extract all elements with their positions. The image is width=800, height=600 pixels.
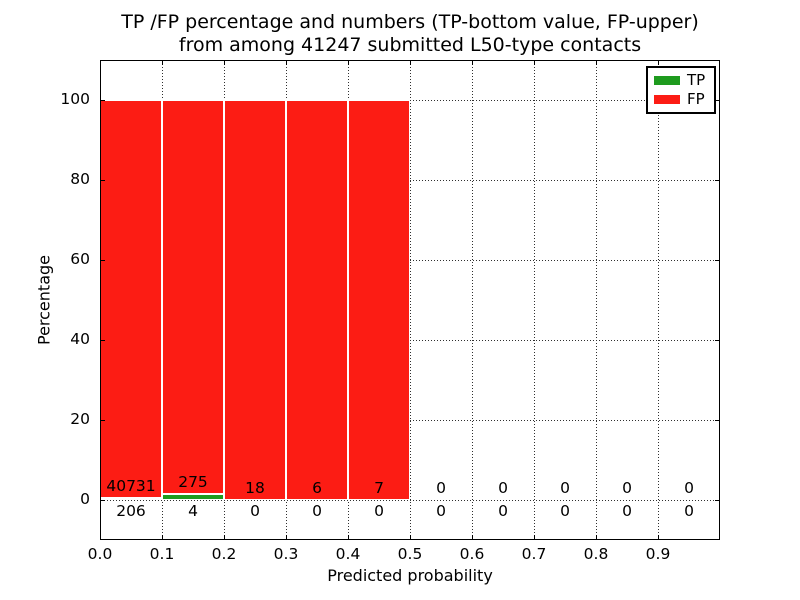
fp-count-label: 0: [684, 479, 694, 497]
x-tick-bottom: [658, 535, 659, 539]
tp-bar-segment: [162, 494, 224, 500]
tp-count-label: 0: [312, 502, 322, 520]
y-tick-label: 100: [60, 90, 90, 108]
fp-count-label: 40731: [106, 477, 156, 495]
x-tick-label: 0.5: [397, 545, 423, 563]
gridline-x-0.5: [410, 61, 411, 539]
tp-count-label: 0: [622, 502, 632, 520]
y-tick-right: [715, 500, 719, 501]
fp-bar-segment: [162, 100, 224, 494]
x-axis-label: Predicted probability: [327, 566, 493, 585]
y-tick-label: 0: [80, 490, 90, 508]
fp-count-label: 7: [374, 479, 384, 497]
fp-bar-segment: [224, 100, 286, 500]
x-tick-top: [534, 61, 535, 65]
x-tick-label: 0.2: [211, 545, 237, 563]
fp-count-label: 0: [498, 479, 508, 497]
x-tick-top: [286, 61, 287, 65]
y-tick-right: [715, 420, 719, 421]
gridline-x-0.8: [596, 61, 597, 539]
fp-count-label: 18: [245, 479, 265, 497]
x-tick-bottom: [410, 535, 411, 539]
x-tick-label: 0.6: [459, 545, 485, 563]
chart-title-line2: from among 41247 submitted L50-type cont…: [178, 34, 642, 56]
y-tick-left: [101, 260, 105, 261]
fp-count-label: 0: [560, 479, 570, 497]
fp-bar-segment: [348, 100, 410, 500]
tp-count-label: 0: [436, 502, 446, 520]
chart-title-line1: TP /FP percentage and numbers (TP-bottom…: [121, 11, 699, 33]
x-tick-top: [472, 61, 473, 65]
x-tick-label: 0.1: [149, 545, 175, 563]
x-tick-top: [162, 61, 163, 65]
fp-bar-segment: [100, 100, 162, 498]
x-tick-bottom: [534, 535, 535, 539]
tp-count-label: 206: [116, 502, 146, 520]
y-tick-right: [715, 340, 719, 341]
legend-item-tp: TP: [654, 73, 708, 88]
legend: TP FP: [646, 66, 716, 114]
y-tick-left: [101, 100, 105, 101]
x-tick-label: 0.8: [583, 545, 609, 563]
fp-count-label: 0: [436, 479, 446, 497]
y-tick-left: [101, 500, 105, 501]
y-tick-right: [715, 260, 719, 261]
x-tick-top: [410, 61, 411, 65]
legend-label-fp: FP: [687, 90, 705, 108]
gridline-x-0.7: [534, 61, 535, 539]
x-tick-bottom: [472, 535, 473, 539]
x-tick-label: 0.3: [273, 545, 299, 563]
fp-count-label: 275: [178, 473, 208, 491]
chart-title: TP /FP percentage and numbers (TP-bottom…: [100, 11, 720, 57]
y-tick-right: [715, 180, 719, 181]
x-tick-top: [100, 61, 101, 65]
x-tick-top: [224, 61, 225, 65]
legend-item-fp: FP: [654, 92, 708, 107]
x-tick-label: 0.0: [87, 545, 113, 563]
x-tick-top: [596, 61, 597, 65]
tp-count-label: 0: [250, 502, 260, 520]
tp-swatch-icon: [654, 76, 680, 85]
x-tick-top: [658, 61, 659, 65]
tp-count-label: 4: [188, 502, 198, 520]
x-tick-bottom: [100, 535, 101, 539]
x-tick-label: 0.7: [521, 545, 547, 563]
fp-count-label: 6: [312, 479, 322, 497]
fp-bar-segment: [286, 100, 348, 500]
gridline-x-0.9: [658, 61, 659, 539]
x-tick-bottom: [596, 535, 597, 539]
x-tick-bottom: [348, 535, 349, 539]
x-tick-bottom: [224, 535, 225, 539]
x-tick-label: 0.4: [335, 545, 361, 563]
tp-count-label: 0: [498, 502, 508, 520]
x-tick-bottom: [286, 535, 287, 539]
y-tick-left: [101, 420, 105, 421]
tp-count-label: 0: [374, 502, 384, 520]
x-tick-label: 0.9: [645, 545, 671, 563]
fp-count-label: 0: [622, 479, 632, 497]
y-tick-label: 80: [70, 170, 90, 188]
tp-bar-segment: [100, 498, 162, 500]
x-tick-top: [348, 61, 349, 65]
y-tick-left: [101, 340, 105, 341]
gridline-x-0.6: [472, 61, 473, 539]
tp-count-label: 0: [560, 502, 570, 520]
y-tick-label: 60: [70, 250, 90, 268]
legend-label-tp: TP: [687, 71, 706, 89]
tp-count-label: 0: [684, 502, 694, 520]
y-tick-left: [101, 180, 105, 181]
fp-swatch-icon: [654, 95, 680, 104]
y-tick-right: [715, 100, 719, 101]
x-tick-bottom: [162, 535, 163, 539]
y-tick-label: 40: [70, 330, 90, 348]
y-tick-label: 20: [70, 410, 90, 428]
